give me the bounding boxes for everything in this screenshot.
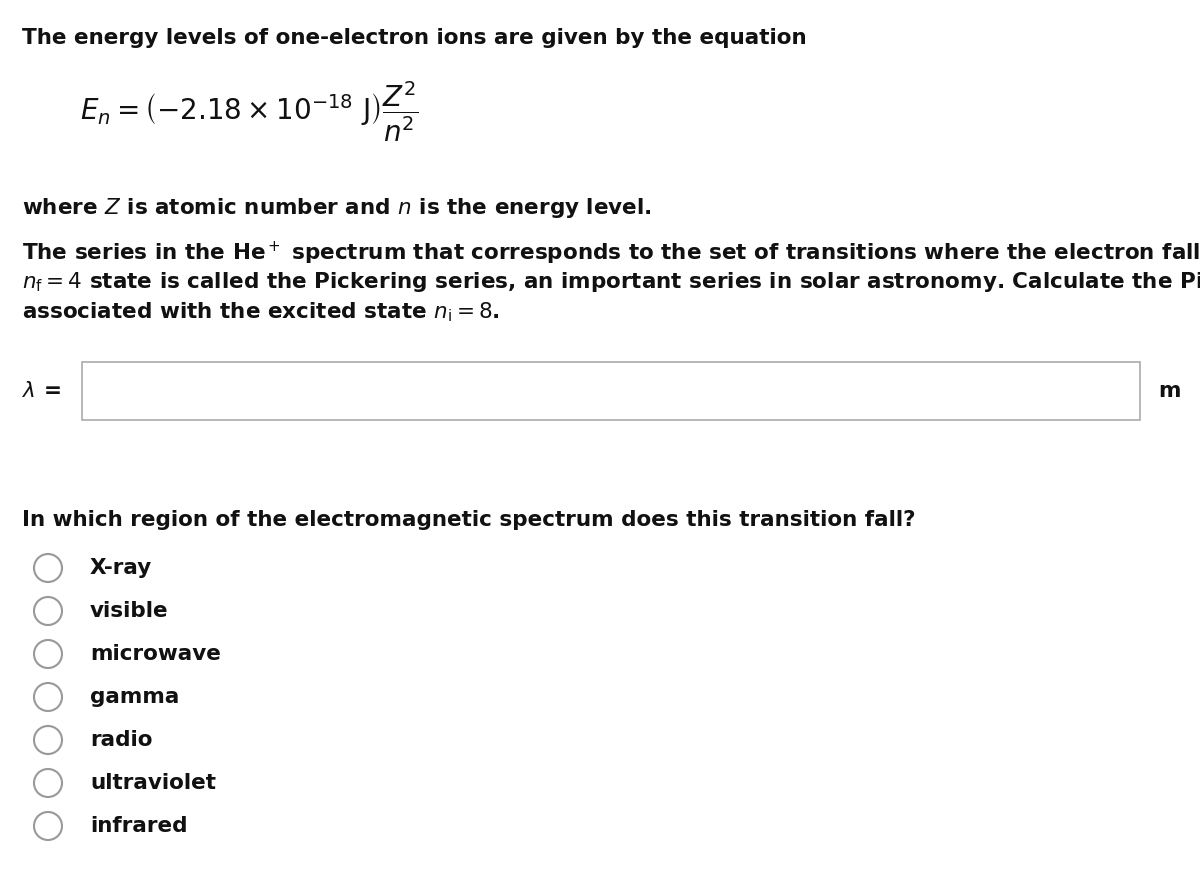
Text: $n_\mathrm{f} = 4$ state is called the Pickering series, an important series in : $n_\mathrm{f} = 4$ state is called the P… <box>22 270 1200 294</box>
Circle shape <box>34 769 62 797</box>
Text: $E_n = \left(-2.18 \times 10^{-18}\ \mathrm{J}\right)\dfrac{Z^2}{n^2}$: $E_n = \left(-2.18 \times 10^{-18}\ \mat… <box>80 80 419 144</box>
Text: m: m <box>1158 381 1181 401</box>
Text: microwave: microwave <box>90 644 221 664</box>
Circle shape <box>34 726 62 754</box>
Text: X-ray: X-ray <box>90 558 152 578</box>
Circle shape <box>34 597 62 625</box>
Circle shape <box>34 683 62 711</box>
Text: associated with the excited state $n_\mathrm{i} = 8$.: associated with the excited state $n_\ma… <box>22 300 500 324</box>
Text: infrared: infrared <box>90 816 187 836</box>
Text: radio: radio <box>90 730 152 750</box>
Text: The series in the He$^+$ spectrum that corresponds to the set of transitions whe: The series in the He$^+$ spectrum that c… <box>22 240 1200 267</box>
Text: where $Z$ is atomic number and $n$ is the energy level.: where $Z$ is atomic number and $n$ is th… <box>22 196 652 220</box>
Circle shape <box>34 640 62 668</box>
Circle shape <box>34 812 62 840</box>
Text: gamma: gamma <box>90 687 179 707</box>
Bar <box>82 362 1140 420</box>
Text: visible: visible <box>90 601 169 621</box>
Text: The energy levels of one-electron ions are given by the equation: The energy levels of one-electron ions a… <box>22 28 806 48</box>
Text: ultraviolet: ultraviolet <box>90 773 216 793</box>
Text: $\lambda$ =: $\lambda$ = <box>22 381 61 401</box>
Text: In which region of the electromagnetic spectrum does this transition fall?: In which region of the electromagnetic s… <box>22 510 916 530</box>
Circle shape <box>34 554 62 582</box>
